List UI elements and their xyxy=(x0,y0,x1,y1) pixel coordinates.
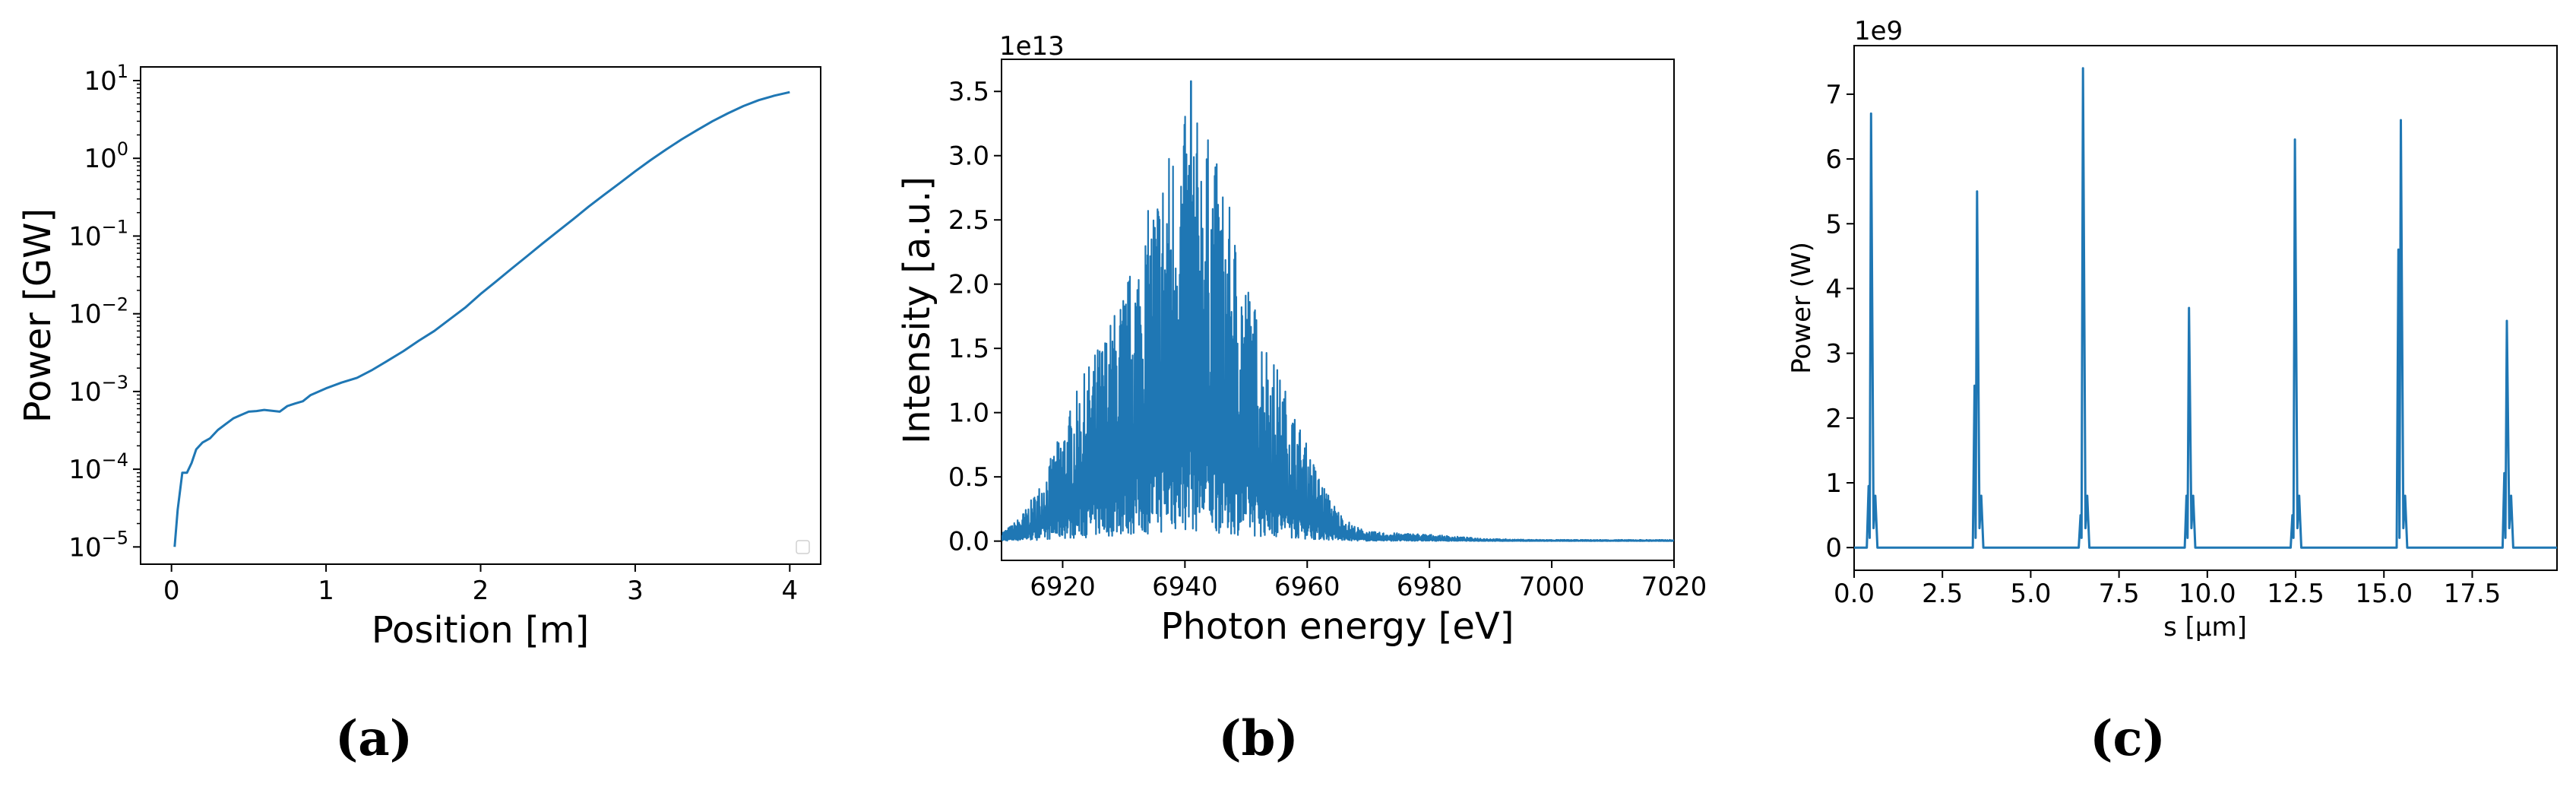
panel-b-ytick-label: 2.5 xyxy=(948,205,989,236)
panel-c-offset-text: 1e9 xyxy=(1854,16,1903,46)
panel-a-ytick-label: 10−5 xyxy=(68,527,128,563)
panel-c-ytick-label: 0 xyxy=(1825,533,1842,563)
panel-b-ytick-label: 2.0 xyxy=(948,270,989,300)
panel-c-xtick-label: 17.5 xyxy=(2444,579,2502,609)
panel-c: 0.0 2.5 5.0 7.5 10.0 12.5 15.0 17.5 0 1 2 3 4 5 6 7 1e… xyxy=(1786,16,2558,767)
panel-b-xtick-label: 7020 xyxy=(1641,572,1707,602)
panel-a-frame xyxy=(140,66,821,565)
panel-c-yticks: 0 1 2 3 4 5 6 7 xyxy=(1825,80,1854,563)
panel-c-xtick-label: 12.5 xyxy=(2267,579,2324,609)
panel-b-ylabel: Intensity [a.u.] xyxy=(896,176,938,444)
panel-c-xtick-label: 7.5 xyxy=(2099,579,2140,609)
panel-a-xtick-label: 3 xyxy=(627,576,644,606)
panel-a-xtick-label: 0 xyxy=(163,576,180,606)
panel-a-ytick-label: 10−3 xyxy=(68,372,128,408)
panel-c-xticks: 0.0 2.5 5.0 7.5 10.0 12.5 15.0 17.5 xyxy=(1834,570,2501,609)
panel-c-ylabel: Power (W) xyxy=(1786,242,1817,374)
panel-c-ytick-label: 4 xyxy=(1825,274,1842,304)
panel-b: 6920 6940 6960 6980 7000 7020 0.0 0.5 1.0 1.5 2.0… xyxy=(896,31,1707,767)
panel-c-ytick-label: 3 xyxy=(1825,339,1842,370)
panel-b-offset-text: 1e13 xyxy=(999,31,1065,62)
panel-b-ytick-label: 3.0 xyxy=(948,141,989,172)
panel-c-xtick-label: 0.0 xyxy=(1834,579,1875,609)
panel-a-power-line xyxy=(173,90,790,547)
panel-a-ytick-label: 101 xyxy=(84,61,128,97)
panel-b-xtick-label: 6940 xyxy=(1152,572,1218,602)
panel-c-xtick-label: 10.0 xyxy=(2179,579,2236,609)
panel-c-label: (c) xyxy=(2090,710,2166,767)
panel-a-ytick-label: 10−2 xyxy=(68,294,128,330)
panel-c-power-line xyxy=(1854,67,2557,549)
panel-b-intensity-line xyxy=(1002,80,1674,542)
panel-b-ytick-label: 0.5 xyxy=(948,462,989,493)
panel-b-xtick-label: 6980 xyxy=(1397,572,1463,602)
panel-b-label: (b) xyxy=(1218,710,1298,767)
panel-a-xtick-label: 1 xyxy=(318,576,334,606)
panel-c-ytick-label: 1 xyxy=(1825,468,1842,499)
panel-b-xtick-label: 6920 xyxy=(1030,572,1096,602)
panel-a-xlabel: Position [m] xyxy=(372,609,589,652)
panel-a-label: (a) xyxy=(335,710,413,767)
panel-a-xtick-label: 4 xyxy=(781,576,798,606)
panel-b-yticks: 0.0 0.5 1.0 1.5 2.0 2.5 3.0 3.5 xyxy=(948,77,1002,557)
panel-a-xticks: 0 1 2 3 4 xyxy=(163,564,798,606)
panel-b-xtick-label: 6960 xyxy=(1274,572,1340,602)
panel-a-xtick-label: 2 xyxy=(473,576,489,606)
panel-c-ytick-label: 7 xyxy=(1825,80,1842,110)
panel-c-ytick-label: 6 xyxy=(1825,144,1842,175)
panel-b-xticks: 6920 6940 6960 6980 7000 7020 xyxy=(1030,560,1707,602)
panel-b-ytick-label: 1.0 xyxy=(948,398,989,429)
panel-b-xlabel: Photon energy [eV] xyxy=(1161,605,1514,648)
panel-a-yticks: 10−5 10−4 10−3 10−2 10−1 100 101 xyxy=(68,61,141,563)
panel-b-ytick-label: 0.0 xyxy=(948,527,989,557)
panel-b-ytick-label: 3.5 xyxy=(948,77,989,107)
panel-b-ytick-label: 1.5 xyxy=(948,334,989,364)
panel-c-ytick-label: 5 xyxy=(1825,209,1842,240)
panel-c-xtick-label: 15.0 xyxy=(2355,579,2413,609)
panel-a: 0 1 2 3 4 10−5 10−4 10−3 10−2 10−1 100 101 Positio… xyxy=(17,61,821,767)
panel-b-frame xyxy=(1001,59,1675,561)
panel-a-ytick-label: 10−4 xyxy=(68,449,128,485)
panel-a-ytick-label: 10−1 xyxy=(68,216,128,252)
panel-c-xtick-label: 5.0 xyxy=(2010,579,2051,609)
panel-b-xtick-label: 7000 xyxy=(1519,572,1585,602)
panel-c-frame xyxy=(1853,45,2558,571)
panel-a-empty-legend xyxy=(796,540,810,554)
panel-a-ylabel: Power [GW] xyxy=(17,208,59,424)
panel-c-xlabel: s [µm] xyxy=(2163,612,2247,642)
panel-c-xtick-label: 2.5 xyxy=(1922,579,1963,609)
panel-a-ytick-label: 100 xyxy=(84,138,128,174)
panel-c-ytick-label: 2 xyxy=(1825,404,1842,434)
